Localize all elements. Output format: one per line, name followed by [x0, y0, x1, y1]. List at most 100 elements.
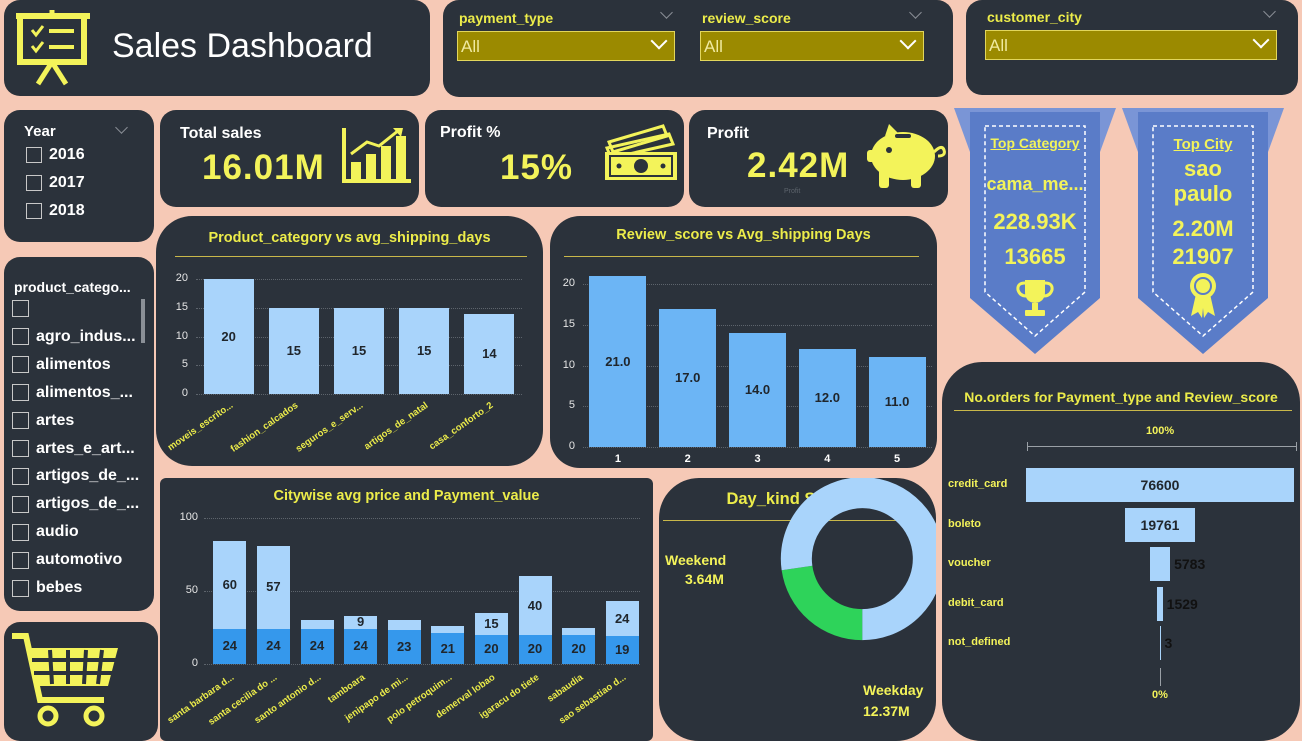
bar[interactable]	[334, 307, 384, 394]
plot-area: 0 5 10 15 20 20 moveis_escrito... 15 fashion_cal…	[156, 216, 543, 466]
year-option[interactable]: 2016	[26, 146, 85, 164]
orders-funnel-chart: No.orders for Payment_type and Review_sc…	[942, 362, 1300, 741]
bar-segment-avg-price[interactable]	[474, 634, 508, 664]
bar-segment-avg-price[interactable]	[344, 628, 378, 664]
chevron-down-icon[interactable]	[909, 6, 922, 19]
bar-segment-payment-value[interactable]	[518, 576, 552, 635]
x-tick-label: 3	[754, 453, 761, 465]
funnel-bar[interactable]	[1125, 507, 1195, 542]
top-category-title[interactable]: Top Category	[990, 135, 1080, 151]
checkbox[interactable]	[26, 147, 42, 163]
bar-segment-payment-value[interactable]	[256, 545, 290, 629]
bar-segment-payment-value[interactable]	[387, 620, 421, 631]
bar[interactable]	[464, 313, 515, 394]
donut-slice-weekday[interactable]	[780, 478, 936, 641]
category-option[interactable]: automotivo	[12, 551, 122, 569]
y-tick-label: 10	[175, 329, 188, 342]
bar-segment-payment-value[interactable]	[562, 627, 596, 635]
category-option[interactable]: agro_indus...	[12, 328, 136, 346]
data-label: 15	[351, 342, 367, 358]
checkbox[interactable]	[12, 495, 29, 513]
checkbox[interactable]	[12, 579, 29, 597]
bar[interactable]	[868, 357, 926, 447]
bar[interactable]	[798, 349, 856, 447]
checkbox[interactable]	[12, 551, 29, 569]
review-score-dropdown[interactable]: All	[700, 31, 924, 61]
category-option[interactable]	[12, 300, 36, 317]
category-option[interactable]: audio	[12, 523, 79, 541]
checkbox[interactable]	[12, 300, 29, 317]
bar[interactable]	[589, 276, 647, 447]
checkbox[interactable]	[12, 523, 29, 541]
bar-segment-payment-value[interactable]	[300, 620, 334, 629]
category-option[interactable]: artigos_de_...	[12, 467, 139, 485]
bar[interactable]	[729, 333, 786, 447]
chevron-down-icon[interactable]	[660, 6, 673, 19]
customer-city-dropdown[interactable]: All	[985, 30, 1277, 60]
funnel-bar[interactable]	[1149, 547, 1171, 581]
bar-segment-avg-price[interactable]	[256, 628, 290, 664]
bar[interactable]	[268, 307, 319, 394]
checkbox[interactable]	[26, 203, 42, 219]
bar-segment-avg-price[interactable]	[387, 630, 421, 664]
checkbox[interactable]	[12, 328, 29, 346]
bar-segment-payment-value[interactable]	[213, 541, 247, 629]
category-option[interactable]: alimentos	[12, 356, 111, 374]
year-slicer-panel: Year 2016 2017 2018	[4, 110, 154, 242]
checkbox[interactable]	[12, 384, 29, 402]
chevron-down-icon[interactable]	[115, 121, 128, 134]
bar[interactable]	[203, 279, 254, 394]
header-panel: Sales Dashboard	[4, 0, 430, 96]
category-option[interactable]: alimentos_...	[12, 384, 133, 402]
payment-type-value: All	[461, 37, 480, 56]
bar-segment-payment-value[interactable]	[431, 626, 465, 634]
bar-segment-avg-price[interactable]	[562, 634, 596, 664]
bar-segment-payment-value[interactable]	[344, 615, 378, 629]
donut-slice-weekend[interactable]	[781, 565, 864, 641]
category-option[interactable]: artes_e_art...	[12, 440, 135, 458]
x-tick-label: demerval lobao	[434, 672, 498, 721]
top-city-title[interactable]: Top City	[1173, 136, 1233, 153]
funnel-bar[interactable]	[1157, 586, 1163, 621]
year-option[interactable]: 2017	[26, 174, 85, 192]
bar[interactable]	[659, 308, 717, 447]
bar-segment-avg-price[interactable]	[518, 634, 552, 664]
bottom-pct-label: 0%	[1152, 689, 1168, 701]
funnel-category-label: debit_card	[948, 596, 1004, 609]
top-city-ribbon	[1122, 108, 1284, 354]
bar-segment-avg-price[interactable]	[213, 628, 247, 664]
payment-type-dropdown[interactable]: All	[457, 31, 675, 61]
x-tick-label: igaracu do tiete	[477, 672, 542, 722]
funnel-bar[interactable]	[1159, 626, 1161, 660]
checkbox[interactable]	[12, 440, 29, 457]
y-tick-label: 5	[568, 399, 575, 412]
bar-segment-payment-value[interactable]	[605, 601, 639, 637]
bar-segment-avg-price[interactable]	[605, 636, 639, 664]
checkbox[interactable]	[12, 356, 29, 374]
data-label: 24	[353, 638, 368, 654]
bar-segment-avg-price[interactable]	[431, 633, 465, 664]
category-option[interactable]: artigos_de_...	[12, 495, 139, 513]
checkbox[interactable]	[26, 175, 42, 191]
checkbox[interactable]	[12, 412, 29, 430]
data-label: 24	[266, 638, 281, 654]
category-option[interactable]: artes	[12, 412, 74, 430]
checkbox[interactable]	[12, 467, 29, 485]
category-option[interactable]: bebes	[12, 579, 82, 597]
chevron-down-icon	[1252, 31, 1270, 49]
profit-card: Profit 2.42M Profit	[689, 110, 948, 207]
chevron-down-icon[interactable]	[1263, 5, 1276, 18]
product-category-chart: Product_category vs avg_shipping_days 0 5…	[156, 216, 543, 466]
presentation-board-icon	[16, 10, 90, 86]
y-tick-label: 20	[562, 277, 575, 290]
review-score-label: review_score	[702, 10, 791, 26]
bar[interactable]	[399, 307, 450, 394]
funnel-bar[interactable]	[1026, 468, 1294, 502]
year-option[interactable]: 2018	[26, 202, 85, 220]
payment-type-label: payment_type	[459, 10, 554, 26]
bar-segment-payment-value[interactable]	[474, 612, 508, 635]
bar-segment-avg-price[interactable]	[300, 628, 334, 664]
scrollbar[interactable]	[141, 299, 145, 343]
top-city-name-line2: paulo	[1173, 181, 1233, 206]
top-pct-line	[1027, 446, 1297, 447]
